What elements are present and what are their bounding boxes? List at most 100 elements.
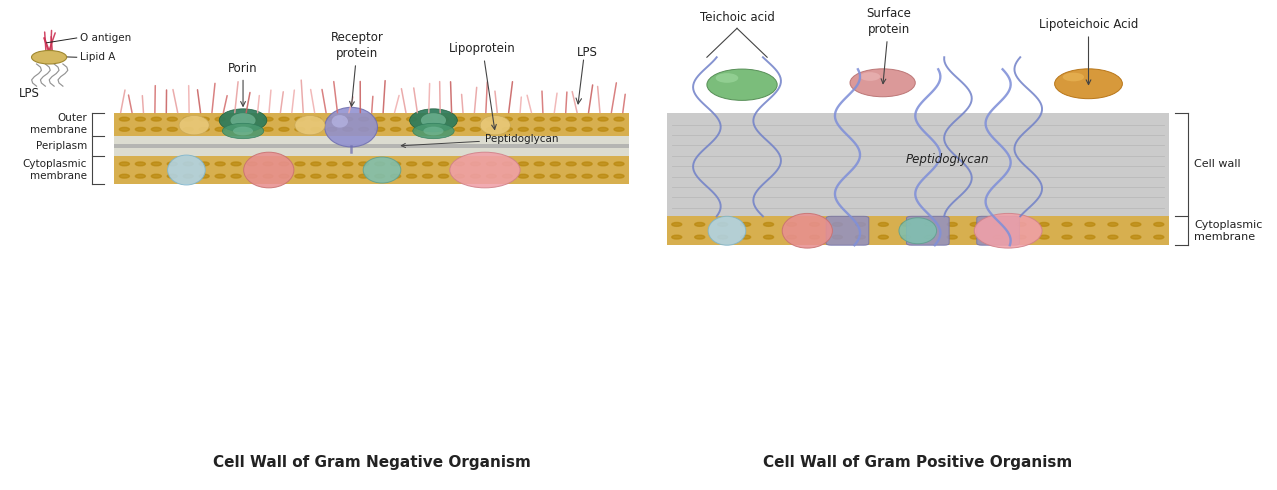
- Circle shape: [327, 117, 337, 121]
- Circle shape: [278, 162, 289, 166]
- Circle shape: [342, 162, 352, 166]
- Circle shape: [310, 127, 321, 131]
- Circle shape: [787, 235, 797, 239]
- Circle shape: [1131, 222, 1140, 226]
- Circle shape: [502, 117, 512, 121]
- Text: Porin: Porin: [229, 62, 258, 106]
- Circle shape: [151, 117, 161, 121]
- Ellipse shape: [783, 214, 833, 248]
- Circle shape: [215, 162, 225, 166]
- Circle shape: [215, 174, 225, 178]
- Circle shape: [672, 222, 682, 226]
- Circle shape: [566, 127, 576, 131]
- Circle shape: [327, 162, 337, 166]
- Circle shape: [582, 127, 593, 131]
- Circle shape: [406, 174, 416, 178]
- Ellipse shape: [230, 113, 255, 127]
- Circle shape: [183, 117, 193, 121]
- FancyBboxPatch shape: [826, 216, 868, 245]
- Circle shape: [879, 235, 889, 239]
- Text: Outer
membrane: Outer membrane: [29, 113, 87, 135]
- Circle shape: [391, 127, 401, 131]
- Ellipse shape: [480, 116, 511, 135]
- Circle shape: [278, 127, 289, 131]
- Circle shape: [438, 162, 448, 166]
- Ellipse shape: [232, 126, 253, 135]
- Circle shape: [470, 174, 480, 178]
- Circle shape: [614, 117, 624, 121]
- Circle shape: [856, 222, 866, 226]
- Bar: [115, 136, 630, 156]
- Circle shape: [231, 174, 241, 178]
- Circle shape: [167, 127, 178, 131]
- Circle shape: [167, 162, 178, 166]
- Ellipse shape: [412, 123, 455, 139]
- Text: Periplasm: Periplasm: [36, 141, 87, 151]
- Circle shape: [487, 117, 497, 121]
- Text: LPS: LPS: [577, 46, 598, 59]
- Circle shape: [534, 127, 544, 131]
- Circle shape: [119, 174, 129, 178]
- Circle shape: [470, 117, 480, 121]
- Circle shape: [787, 222, 797, 226]
- Text: O antigen: O antigen: [80, 33, 132, 43]
- Circle shape: [856, 235, 866, 239]
- Circle shape: [455, 117, 465, 121]
- Text: Cytoplasmic
membrane: Cytoplasmic membrane: [23, 159, 87, 181]
- Circle shape: [246, 117, 257, 121]
- Circle shape: [199, 162, 209, 166]
- Circle shape: [1039, 222, 1048, 226]
- Circle shape: [246, 162, 257, 166]
- Ellipse shape: [715, 73, 738, 83]
- Circle shape: [183, 127, 193, 131]
- Circle shape: [310, 162, 321, 166]
- Circle shape: [1085, 222, 1094, 226]
- Circle shape: [374, 117, 384, 121]
- Circle shape: [518, 127, 529, 131]
- Circle shape: [550, 174, 561, 178]
- Circle shape: [231, 117, 241, 121]
- Circle shape: [487, 162, 497, 166]
- Circle shape: [183, 162, 193, 166]
- Circle shape: [741, 222, 751, 226]
- Circle shape: [833, 235, 843, 239]
- Circle shape: [741, 235, 751, 239]
- Circle shape: [534, 117, 544, 121]
- Circle shape: [582, 174, 593, 178]
- Circle shape: [1108, 235, 1117, 239]
- Ellipse shape: [709, 216, 746, 245]
- Circle shape: [423, 174, 433, 178]
- Ellipse shape: [899, 218, 936, 244]
- Circle shape: [582, 162, 593, 166]
- Circle shape: [310, 174, 321, 178]
- Ellipse shape: [859, 72, 880, 81]
- Circle shape: [359, 127, 369, 131]
- Circle shape: [534, 174, 544, 178]
- Circle shape: [1062, 222, 1071, 226]
- Ellipse shape: [421, 113, 446, 127]
- Text: Lipoteichoic Acid: Lipoteichoic Acid: [1038, 18, 1138, 85]
- Circle shape: [566, 174, 576, 178]
- Circle shape: [487, 127, 497, 131]
- Ellipse shape: [363, 157, 401, 183]
- Circle shape: [518, 117, 529, 121]
- Text: Surface
protein: Surface protein: [867, 7, 912, 84]
- Circle shape: [423, 127, 433, 131]
- Circle shape: [423, 162, 433, 166]
- Circle shape: [502, 127, 512, 131]
- Circle shape: [718, 235, 728, 239]
- Text: Lipid A: Lipid A: [80, 52, 116, 62]
- Circle shape: [614, 162, 624, 166]
- Circle shape: [263, 117, 273, 121]
- Circle shape: [199, 127, 209, 131]
- Circle shape: [614, 127, 624, 131]
- Bar: [115, 113, 630, 136]
- Text: Receptor
protein: Receptor protein: [331, 31, 384, 106]
- Circle shape: [1016, 235, 1027, 239]
- Ellipse shape: [450, 152, 520, 188]
- Circle shape: [672, 235, 682, 239]
- Circle shape: [971, 235, 981, 239]
- Circle shape: [119, 117, 129, 121]
- Ellipse shape: [179, 116, 209, 135]
- Circle shape: [598, 117, 608, 121]
